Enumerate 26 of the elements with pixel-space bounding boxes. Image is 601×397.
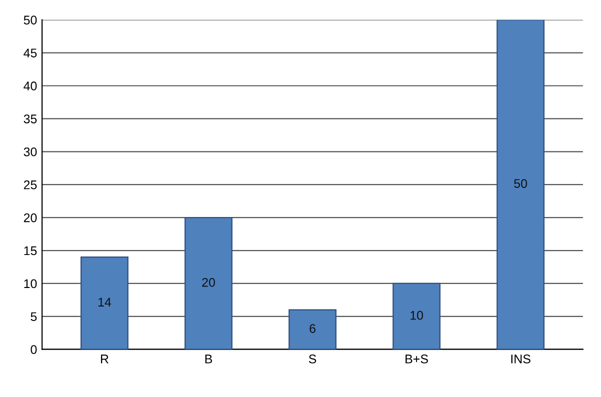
x-tick-label: B bbox=[205, 354, 212, 364]
y-tick-label: 40 bbox=[24, 82, 37, 90]
bar bbox=[496, 20, 545, 350]
x-tick-label: S bbox=[308, 354, 316, 364]
data-label: 10 bbox=[410, 310, 424, 320]
y-tick-label: 10 bbox=[24, 279, 37, 288]
x-tick-label: B+S bbox=[406, 354, 428, 364]
y-tick-label: 30 bbox=[24, 147, 37, 156]
data-label: 50 bbox=[514, 179, 528, 188]
x-tick-label: R bbox=[100, 354, 108, 364]
y-tick-label: 20 bbox=[24, 213, 37, 222]
data-label: 14 bbox=[98, 298, 112, 306]
y-tick-label: 15 bbox=[24, 246, 37, 256]
bar bbox=[392, 282, 440, 350]
y-tick-label: 45 bbox=[24, 48, 37, 58]
data-label: 6 bbox=[310, 324, 316, 333]
bar bbox=[80, 256, 128, 350]
data-label: 20 bbox=[202, 278, 215, 287]
y-tick-label: 50 bbox=[24, 16, 37, 24]
bar bbox=[288, 309, 336, 350]
bar bbox=[184, 217, 232, 350]
y-tick-label: 0 bbox=[30, 345, 37, 354]
x-tick-label: INS bbox=[511, 354, 530, 364]
y-tick-label: 25 bbox=[24, 180, 37, 190]
y-tick-label: 35 bbox=[24, 114, 37, 124]
y-tick-label: 5 bbox=[30, 312, 37, 322]
